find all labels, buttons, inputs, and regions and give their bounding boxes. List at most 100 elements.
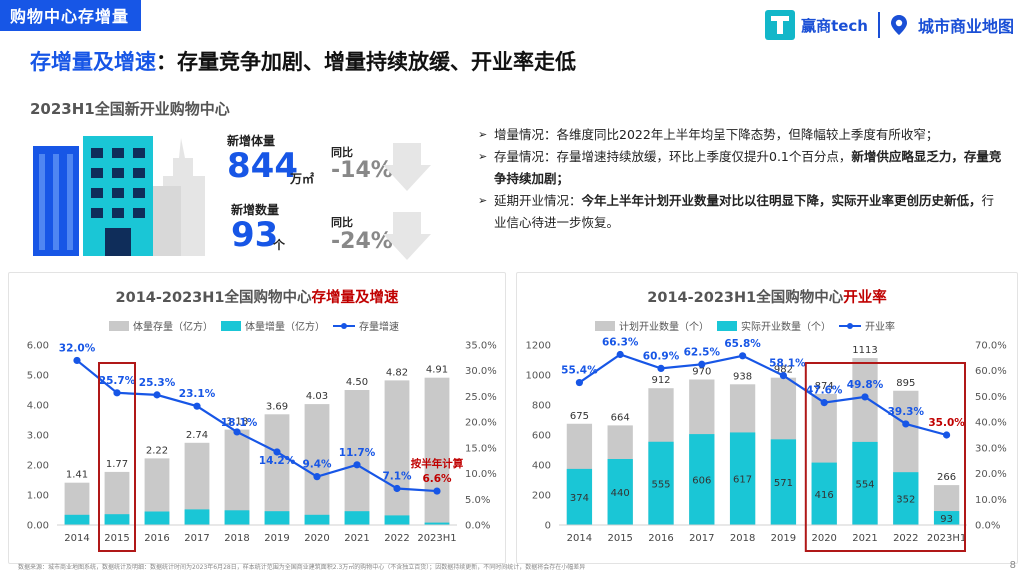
y2-axis-tick-label: 60.0% <box>975 366 1007 377</box>
bar-increment <box>852 441 878 525</box>
line-data-label: 55.4% <box>561 365 598 377</box>
city-map-logo-text: 城市商业地图 <box>917 17 1014 36</box>
x-axis-tick-label: 2021 <box>852 533 877 544</box>
line-point <box>153 391 161 399</box>
x-axis-tick-label: 2018 <box>730 533 755 544</box>
y-axis-tick-label: 800 <box>532 401 551 412</box>
stock-growth-chart-title: 2014-2023H1全国购物中心存增量及增速 <box>115 290 399 306</box>
y-axis-tick-label: 0 <box>545 521 551 532</box>
opening-rate-chart: 计划开业数量（个） 实际开业数量（个） 开业率 0 200 400 600 800 1000 12… <box>526 320 1007 552</box>
y2-axis-tick-label: 20.0% <box>465 418 497 429</box>
bar-increment <box>566 468 593 525</box>
line-point <box>433 487 441 495</box>
page-number: 8 <box>1009 560 1016 571</box>
y-axis-tick-label: 5.00 <box>27 371 49 382</box>
line-data-label: 66.3% <box>602 337 639 349</box>
line-data-label: 62.5% <box>684 346 721 358</box>
line-data-label: 49.8% <box>847 379 884 391</box>
x-axis-tick-label: 2017 <box>184 533 209 544</box>
bar-data-label: 555 <box>651 479 670 490</box>
y2-axis-tick-label: 40.0% <box>975 418 1007 429</box>
bar-data-label: 895 <box>896 378 915 389</box>
line-data-label: 47.6% <box>806 385 843 397</box>
yingshang-logo-icon <box>765 10 796 40</box>
bar-increment <box>184 509 210 525</box>
y2-axis-tick-label: 0.0% <box>465 521 490 532</box>
line-data-label: 39.3% <box>888 406 925 418</box>
line-point <box>273 448 281 456</box>
page-headline: 存增量及增速：存量竞争加剧、增量持续放缓、开业率走低 <box>30 46 576 76</box>
bar-data-label: 675 <box>570 411 589 422</box>
bar-data-label: 3.69 <box>266 401 288 412</box>
bar-data-label: 416 <box>815 490 834 501</box>
x-axis-tick-label: 2014 <box>64 533 89 544</box>
x-axis-tick-label: 2016 <box>648 533 673 544</box>
bar-data-label: 606 <box>692 476 711 487</box>
bar-data-label: 664 <box>611 412 630 423</box>
new-count-yoy-value: -24% <box>331 229 393 254</box>
legend-label: 存量增速 <box>359 320 399 333</box>
bar-increment <box>384 515 410 525</box>
legend-label: 体量存量（亿方） <box>133 320 213 333</box>
yingshang-logo-text: 赢商tech <box>801 16 868 35</box>
x-axis-tick-label: 2017 <box>689 533 714 544</box>
line-point <box>943 431 951 439</box>
legend-line-marker <box>847 323 853 329</box>
y2-axis-tick-label: 50.0% <box>975 392 1007 403</box>
bar-increment <box>64 514 90 525</box>
y2-axis-tick-label: 35.0% <box>465 341 497 352</box>
bar-total <box>384 380 410 525</box>
line-series <box>578 353 947 437</box>
line-point <box>353 461 361 469</box>
bar-increment <box>689 434 715 525</box>
highlight-box <box>804 362 966 552</box>
bar-data-label: 440 <box>611 488 630 499</box>
bar-increment <box>424 522 450 525</box>
y-axis-tick-label: 1000 <box>526 371 551 382</box>
line-point <box>779 372 787 380</box>
bar-data-label: 938 <box>733 371 752 382</box>
chart-annotation: 按半年计算 <box>411 457 464 470</box>
line-data-label: 6.6% <box>422 473 452 485</box>
bar-increment <box>933 511 960 525</box>
section-tag: 购物中心存增量 <box>0 0 142 31</box>
line-data-label: 9.4% <box>302 459 332 471</box>
bar-increment <box>224 510 250 525</box>
y-axis-tick-label: 6.00 <box>27 341 49 352</box>
bar-data-label: 1113 <box>852 345 877 356</box>
y-axis-tick-label: 4.00 <box>27 401 49 412</box>
line-series <box>76 359 438 493</box>
yingshang-logo: 赢商tech <box>765 10 868 40</box>
y-axis-tick-label: 600 <box>532 431 551 442</box>
line-data-label: 65.8% <box>724 338 761 350</box>
x-axis-tick-label: 2015 <box>607 533 632 544</box>
new-count-yoy-label: 同比 <box>331 216 353 229</box>
logo-divider <box>877 12 880 38</box>
down-arrow-icon <box>383 143 431 191</box>
bar-data-label: 93 <box>940 514 953 525</box>
line-data-label: 25.7% <box>99 375 136 387</box>
bar-data-label: 4.82 <box>386 367 408 378</box>
bar-total <box>224 429 250 525</box>
bar-increment <box>770 439 797 525</box>
y-axis-tick-label: 200 <box>532 491 551 502</box>
bar-increment <box>648 441 674 525</box>
logo: 赢商tech 城市商业地图 <box>765 8 1014 42</box>
line-point <box>902 420 910 428</box>
bar-data-label: 4.03 <box>306 391 328 402</box>
line-data-label: 35.0% <box>928 417 965 429</box>
section-subtitle: 2023H1全国新开业购物中心 <box>30 100 230 118</box>
bar-increment <box>304 514 330 525</box>
bar-increment <box>607 459 633 525</box>
bar-increment <box>729 432 756 525</box>
insight-bullets: 增量情况：各维度同比2022年上半年均呈下降态势，但降幅较上季度有所收窄； 存量… <box>478 124 1003 234</box>
legend-label: 计划开业数量（个） <box>619 320 709 333</box>
new-count-unit: 个 <box>273 238 286 252</box>
x-axis-tick-label: 2016 <box>144 533 169 544</box>
bar-increment <box>104 514 130 525</box>
legend-bar-swatch <box>717 321 737 331</box>
bar-data-label: 1.77 <box>106 459 128 470</box>
y-axis-tick-label: 0.00 <box>27 521 49 532</box>
chart-legend: 体量存量（亿方） 体量增量（亿方） 存量增速 <box>109 320 399 333</box>
bar-data-label: 4.91 <box>426 365 448 376</box>
